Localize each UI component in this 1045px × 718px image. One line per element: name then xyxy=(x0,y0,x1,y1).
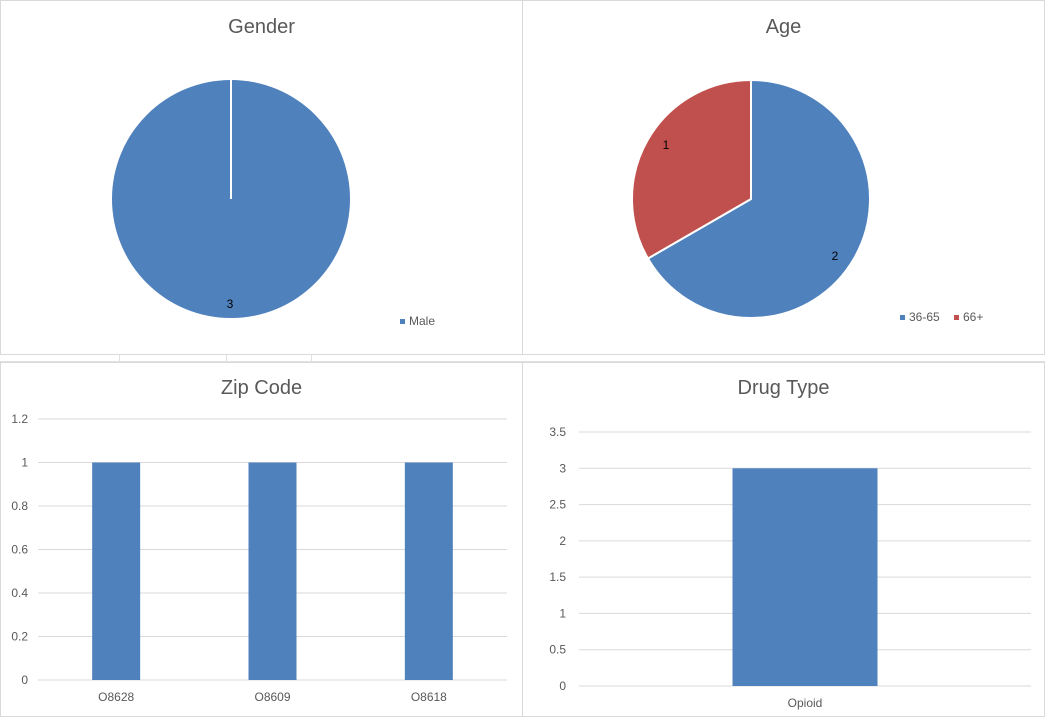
bar-O8628 xyxy=(92,462,141,680)
chart-title: Age xyxy=(765,16,802,38)
y-tick-label: 0.2 xyxy=(11,630,28,644)
data-label: 1 xyxy=(663,138,670,152)
age-chart[interactable]: Age 2 1 36-65 66+ xyxy=(522,0,1045,355)
drug-type-chart[interactable]: Drug Type 0 0.5 1 1.5 2 2.5 3 3.5 Opioid xyxy=(522,362,1045,717)
y-tick-label: 1.2 xyxy=(11,412,28,426)
y-tick-label: 0 xyxy=(21,673,28,687)
y-tick-label: 0.6 xyxy=(11,543,28,557)
legend-marker xyxy=(954,315,959,320)
bar-Opioid xyxy=(732,468,878,686)
bar-O8618 xyxy=(404,462,453,680)
x-tick-label: O8609 xyxy=(254,690,290,704)
grid-line xyxy=(119,354,120,362)
y-tick-label: 0 xyxy=(559,679,566,693)
y-tick-label: 1.5 xyxy=(549,570,566,584)
y-tick-label: 0.5 xyxy=(549,643,566,657)
y-tick-label: 2 xyxy=(559,534,566,548)
y-tick-label: 1 xyxy=(21,456,28,470)
legend-marker xyxy=(900,315,905,320)
data-label: 3 xyxy=(227,297,234,311)
y-tick-label: 0.4 xyxy=(11,586,28,600)
y-tick-label: 3 xyxy=(559,461,566,475)
y-tick-label: 0.8 xyxy=(11,499,28,513)
y-tick-label: 3.5 xyxy=(549,425,566,439)
chart-title: Zip Code xyxy=(220,377,303,399)
y-tick-label: 1 xyxy=(559,606,566,620)
pie-slice-66+ xyxy=(631,78,752,260)
grid-line xyxy=(311,354,312,362)
gender-chart[interactable]: Gender 3 Male xyxy=(0,0,523,355)
pie-slice-36-65 xyxy=(646,78,871,319)
legend-marker xyxy=(400,319,405,324)
chart-title: Gender xyxy=(228,16,295,38)
x-tick-label: O8628 xyxy=(98,690,134,704)
zip-code-chart[interactable]: Zip Code 0 0.2 0.4 0.6 0.8 1 1.2 O8628 O8609 O861… xyxy=(0,362,523,717)
y-tick-label: 2.5 xyxy=(549,498,566,512)
legend-label: 66+ xyxy=(963,310,983,324)
grid-line xyxy=(226,354,227,362)
x-tick-label: Opioid xyxy=(788,696,823,710)
data-label: 2 xyxy=(832,249,839,263)
legend-label: 36-65 xyxy=(909,310,940,324)
legend-label: Male xyxy=(409,314,435,328)
bar-O8609 xyxy=(248,462,297,680)
chart-title: Drug Type xyxy=(737,377,830,399)
x-tick-label: O8618 xyxy=(411,690,447,704)
